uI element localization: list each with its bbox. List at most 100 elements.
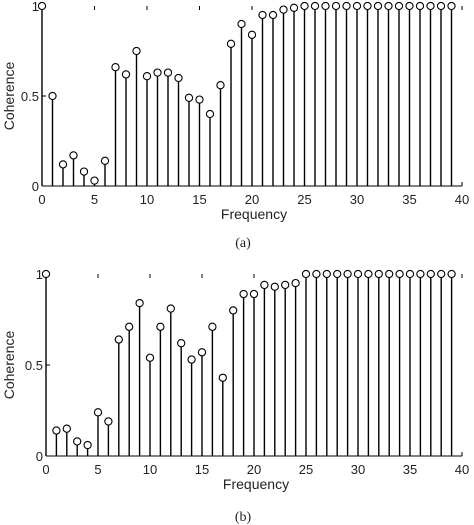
stem-marker xyxy=(111,63,120,72)
panel-caption: (b) xyxy=(235,510,252,525)
stem-marker xyxy=(426,269,435,279)
y-axis-label: Coherence xyxy=(1,331,17,400)
stem-marker xyxy=(416,269,425,279)
x-tick-label: 0 xyxy=(38,192,45,207)
stem-marker xyxy=(93,408,103,417)
stem-marker xyxy=(447,269,456,279)
stem-marker xyxy=(132,46,141,56)
x-tick-label: 15 xyxy=(195,462,209,477)
x-axis-label: Frequency xyxy=(221,206,287,222)
y-tick-label: 0.5 xyxy=(21,89,39,104)
x-tick-label: 20 xyxy=(245,192,259,207)
stem-marker xyxy=(342,1,351,11)
x-tick-label: 0 xyxy=(42,462,49,477)
stem-marker xyxy=(156,322,165,331)
y-tick-label: 1 xyxy=(32,0,39,14)
stem-marker xyxy=(395,269,404,279)
stem-marker xyxy=(312,269,321,279)
x-tick-label: 30 xyxy=(350,192,364,207)
x-tick-label: 35 xyxy=(402,192,416,207)
stem-marker xyxy=(197,348,207,357)
stem-marker xyxy=(41,269,51,279)
stem-marker xyxy=(249,289,259,299)
y-axis-label: Coherence xyxy=(1,62,17,131)
stem-marker xyxy=(239,289,248,299)
stem-marker xyxy=(104,417,113,426)
panel-b: 0 5 10 15 20 25 30 35 40 0 0.5 1 Frequency Coherence (… xyxy=(1,267,469,525)
stem-marker xyxy=(394,1,404,11)
stem-marker xyxy=(90,176,99,185)
stem-marker xyxy=(83,440,92,450)
panel-caption: (a) xyxy=(235,236,251,251)
stem-marker xyxy=(374,269,383,279)
stem-marker xyxy=(174,73,183,83)
stem-marker xyxy=(62,424,71,433)
stem-marker xyxy=(48,91,57,101)
stem-marker xyxy=(121,70,131,79)
x-tick-label: 10 xyxy=(143,462,157,477)
stem-marker xyxy=(279,5,288,14)
x-tick-label: 30 xyxy=(351,462,365,477)
stem-marker xyxy=(205,109,215,119)
stem-marker xyxy=(229,306,238,315)
stem-marker xyxy=(226,39,236,48)
stem-marker xyxy=(258,10,267,20)
stem-marker xyxy=(447,1,456,11)
stem-marker xyxy=(125,322,134,331)
stem-marker xyxy=(153,68,162,77)
stem-marker xyxy=(322,269,331,279)
stem-marker xyxy=(437,269,446,279)
x-tick-label: 35 xyxy=(403,462,417,477)
stem-marker xyxy=(79,167,89,176)
stem-marker xyxy=(405,269,415,279)
stem-marker xyxy=(363,1,372,11)
stem-marker xyxy=(415,1,425,11)
stem-marker xyxy=(364,269,373,279)
stem-marker xyxy=(247,30,257,39)
stem-marker xyxy=(310,1,320,11)
stem-marker xyxy=(52,426,61,435)
stem-marker xyxy=(187,355,196,364)
stem-marker xyxy=(426,1,435,11)
stem-marker xyxy=(373,1,383,11)
stem-marker xyxy=(100,156,110,165)
stem-marker xyxy=(114,335,123,344)
stem-marker xyxy=(291,278,300,288)
stem-marker xyxy=(216,81,225,90)
stem-marker xyxy=(343,269,352,279)
stem-marker xyxy=(166,304,175,313)
stem-marker xyxy=(331,1,341,11)
x-tick-label: 5 xyxy=(91,192,98,207)
stem-marker xyxy=(73,437,82,446)
stem-marker xyxy=(384,1,393,11)
stem-marker xyxy=(69,151,78,160)
x-tick-label: 15 xyxy=(192,192,206,207)
stem-marker xyxy=(195,95,204,104)
stem-marker xyxy=(237,19,246,29)
stem-marker xyxy=(218,373,227,382)
y-tick-label: 1 xyxy=(36,267,43,282)
stem-marker xyxy=(270,282,279,291)
stem-marker xyxy=(163,68,173,77)
x-tick-label: 40 xyxy=(455,462,469,477)
stem-marker xyxy=(177,339,186,348)
y-tick-label: 0 xyxy=(32,179,39,194)
stem-marker xyxy=(281,280,290,290)
stem-marker xyxy=(321,1,330,11)
x-tick-label: 5 xyxy=(94,462,101,477)
stem-marker xyxy=(405,1,414,11)
y-tick-label: 0 xyxy=(36,449,43,464)
stem-marker xyxy=(58,160,68,169)
stem-marker xyxy=(260,280,269,290)
stem-marker xyxy=(37,1,47,11)
stem-marker xyxy=(268,10,278,20)
stem-marker xyxy=(135,298,144,308)
x-tick-label: 40 xyxy=(455,192,469,207)
x-axis-label: Frequency xyxy=(223,476,289,492)
x-tick-label: 20 xyxy=(247,462,261,477)
stem-marker xyxy=(333,269,342,279)
stem-marker xyxy=(385,269,394,279)
x-tick-label: 25 xyxy=(299,462,313,477)
y-tick-label: 0.5 xyxy=(25,358,43,373)
